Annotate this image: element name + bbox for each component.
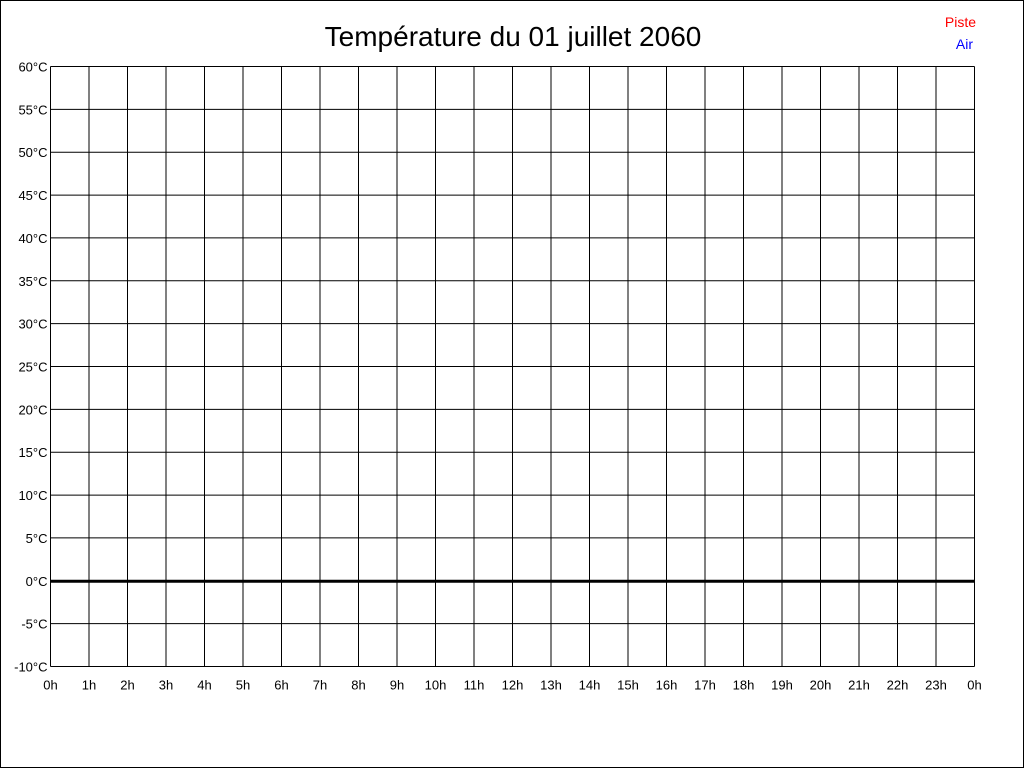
x-tick-label: 20h — [810, 678, 832, 693]
y-tick-label: 5°C — [26, 531, 48, 546]
x-tick-label: 2h — [120, 678, 134, 693]
x-tick-label: 23h — [925, 678, 947, 693]
y-axis-ticks: 60°C 55°C 50°C 45°C 40°C 35°C 30°C 25°C 20°C 15°C… — [14, 60, 47, 675]
x-tick-label: 18h — [733, 678, 755, 693]
x-tick-label: 0h — [43, 678, 57, 693]
x-tick-label: 22h — [887, 678, 909, 693]
y-tick-label: -5°C — [21, 617, 47, 632]
x-tick-label: 7h — [313, 678, 327, 693]
x-tick-label: 19h — [771, 678, 793, 693]
x-tick-label: 8h — [351, 678, 365, 693]
y-tick-label: 35°C — [18, 274, 47, 289]
x-tick-label: 14h — [579, 678, 601, 693]
chart-title: Température du 01 juillet 2060 — [325, 21, 702, 52]
y-tick-label: 50°C — [18, 145, 47, 160]
x-tick-label: 10h — [425, 678, 447, 693]
y-tick-label: 40°C — [18, 231, 47, 246]
y-tick-label: 10°C — [18, 488, 47, 503]
y-tick-label: 45°C — [18, 188, 47, 203]
x-tick-label: 4h — [197, 678, 211, 693]
x-tick-label: 12h — [502, 678, 524, 693]
y-tick-label: 25°C — [18, 360, 47, 375]
y-tick-label: 20°C — [18, 402, 47, 417]
x-tick-label: 11h — [464, 678, 485, 693]
x-tick-label: 15h — [617, 678, 639, 693]
y-tick-label: 60°C — [18, 60, 47, 75]
x-tick-label: 3h — [159, 678, 173, 693]
y-tick-label: 55°C — [18, 102, 47, 117]
legend-air: Air — [956, 36, 973, 52]
x-tick-label: 6h — [274, 678, 288, 693]
x-tick-label: 13h — [540, 678, 562, 693]
grid — [50, 66, 975, 667]
y-tick-label: 0°C — [26, 574, 48, 589]
x-tick-label: 9h — [390, 678, 404, 693]
x-tick-label: 5h — [236, 678, 250, 693]
y-tick-label: -10°C — [14, 660, 47, 675]
y-tick-label: 30°C — [18, 317, 47, 332]
x-tick-label: 17h — [694, 678, 716, 693]
x-tick-label: 1h — [82, 678, 96, 693]
x-tick-label: 16h — [656, 678, 678, 693]
x-tick-label: 21h — [848, 678, 870, 693]
x-axis-ticks: 0h 1h 2h 3h 4h 5h 6h 7h 8h 9h 10h 11h 12h 13h 14h 15h 16… — [43, 678, 981, 693]
y-tick-label: 15°C — [18, 445, 47, 460]
x-tick-label: 0h — [967, 678, 981, 693]
legend-piste: Piste — [945, 14, 976, 30]
